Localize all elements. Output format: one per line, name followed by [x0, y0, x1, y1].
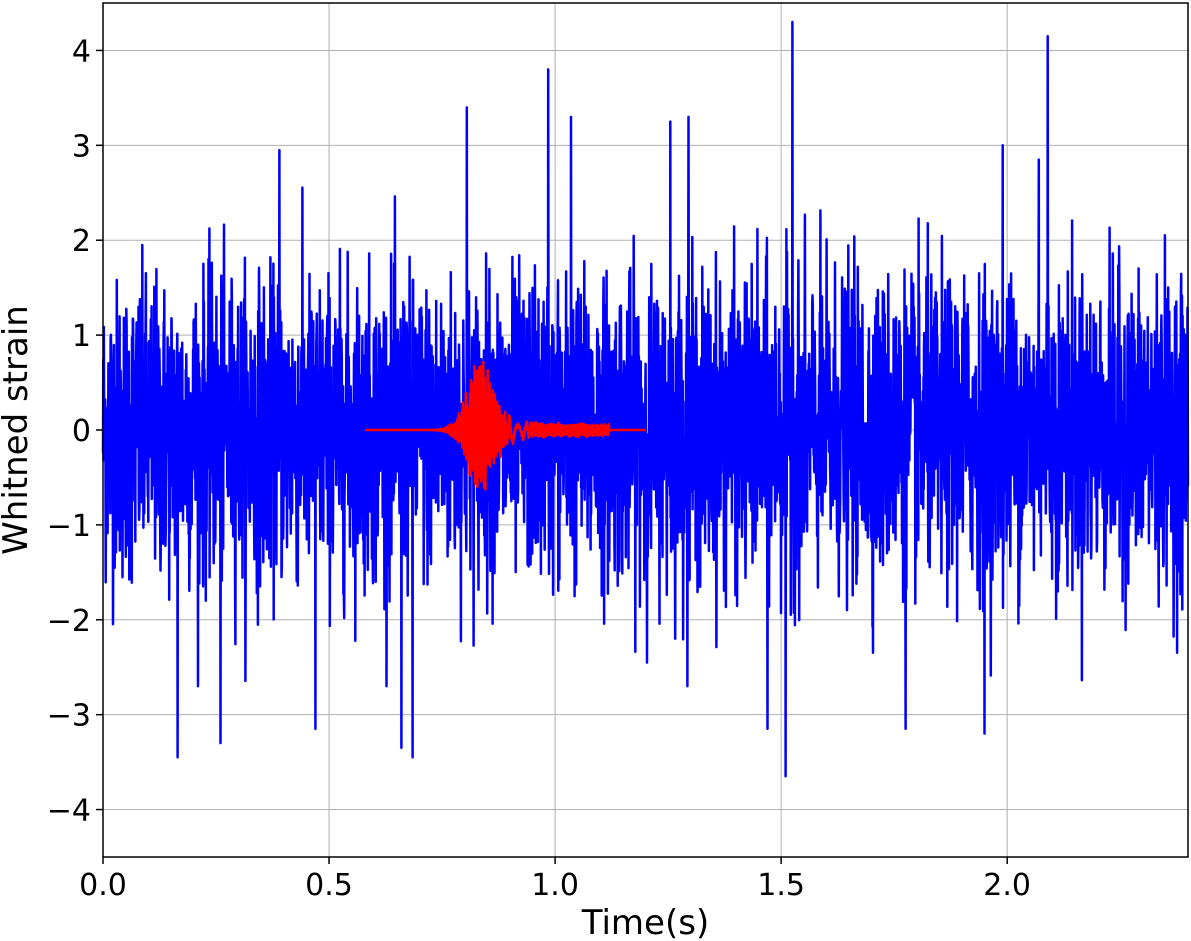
x-axis-label: Time(s): [581, 903, 709, 941]
y-tick-label: −1: [47, 509, 91, 544]
y-axis-label: Whitned strain: [0, 305, 36, 555]
template-waveform-line: [364, 360, 647, 491]
strain-noise-line: [101, 20, 1190, 778]
series-layer: [101, 20, 1190, 778]
x-tick-label: 0.0: [79, 868, 127, 903]
y-tick-label: 4: [72, 34, 91, 69]
x-tick-label: 2.0: [983, 868, 1031, 903]
ticks: 0.0 0.5 1.0 1.5 2.0 −4 −3 −2 −1 0 1 2 3 4: [47, 34, 1031, 903]
y-tick-label: −4: [47, 794, 91, 829]
y-tick-label: −3: [47, 699, 91, 734]
y-tick-label: 1: [72, 319, 91, 354]
x-tick-label: 1.0: [531, 868, 579, 903]
y-tick-label: 0: [72, 414, 91, 449]
x-tick-label: 0.5: [305, 868, 353, 903]
y-tick-label: 3: [72, 129, 91, 164]
y-tick-label: 2: [72, 224, 91, 259]
x-tick-label: 1.5: [757, 868, 805, 903]
y-tick-label: −2: [47, 604, 91, 639]
